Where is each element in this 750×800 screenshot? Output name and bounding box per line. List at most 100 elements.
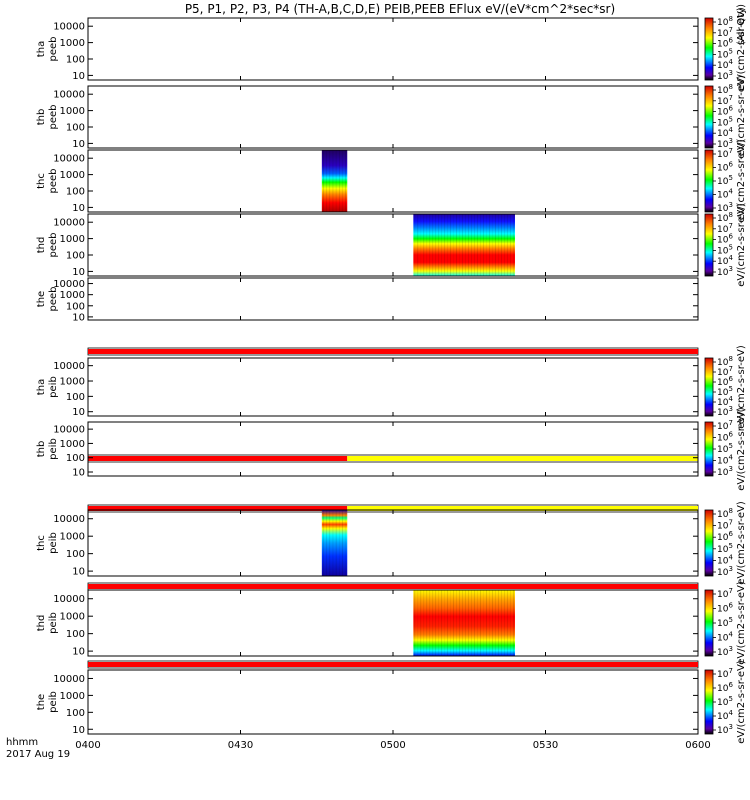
panel-label-product: peib <box>48 438 59 460</box>
colorbar-tick-label: 106 <box>717 375 733 388</box>
y-tick-label: 100 <box>66 392 85 403</box>
y-tick-label: 100 <box>66 549 85 560</box>
y-tick-label: 1000 <box>60 234 85 245</box>
colorbar-unit-label: eV/(cm2-s-sr-eV) <box>736 345 747 429</box>
colorbar-tick-label: 105 <box>717 385 733 398</box>
y-tick-label: 10 <box>72 267 85 278</box>
y-tick-label: 10000 <box>53 279 85 290</box>
colorbar-tick-label: 105 <box>717 115 733 128</box>
colorbar-unit-label: eV/(cm2-s-sr-eV) <box>736 7 747 91</box>
colorbar <box>704 421 714 477</box>
panel-label-product: peeb <box>48 169 59 194</box>
colorbar-tick-label: 104 <box>717 254 733 267</box>
colorbar-tick-label: 103 <box>717 645 733 658</box>
colorbar-tick-label: 103 <box>717 265 733 278</box>
colorbar-tick-label: 105 <box>717 442 733 455</box>
colorbar-tick-label: 105 <box>717 616 733 629</box>
colorbar-tick-label: 103 <box>717 565 733 578</box>
colorbar-tick-label: 105 <box>717 47 733 60</box>
y-tick-label: 10 <box>72 407 85 418</box>
x-tick-label: 0530 <box>533 740 558 751</box>
colorbar-tick-label: 107 <box>717 222 733 235</box>
colorbar-tick-label: 108 <box>717 211 733 224</box>
panel-frame <box>87 149 699 213</box>
x-tick-label: 0400 <box>75 740 100 751</box>
y-tick-label: 10 <box>72 312 85 323</box>
panel-label-probe: thc <box>36 535 47 551</box>
y-tick-label: 1000 <box>60 38 85 49</box>
panel-frame <box>87 17 699 81</box>
panel-label-product: peib <box>48 376 59 398</box>
colorbar-tick-label: 106 <box>717 105 733 118</box>
y-tick-label: 10 <box>72 647 85 658</box>
y-tick-label: 10000 <box>53 218 85 229</box>
colorbar-tick-label: 108 <box>717 355 733 368</box>
colorbar-tick-label: 103 <box>717 723 733 736</box>
colorbar-tick-label: 108 <box>717 83 733 96</box>
y-tick-label: 1000 <box>60 106 85 117</box>
y-tick-label: 10000 <box>53 514 85 525</box>
colorbar-unit-label: eV/(cm2-s-sr-eV) <box>736 203 747 287</box>
panel-frame <box>87 277 699 321</box>
colorbar-tick-label: 107 <box>717 667 733 680</box>
colorbar-tick-label: 106 <box>717 431 733 444</box>
y-tick-label: 10000 <box>53 425 85 436</box>
colorbar-unit-label: eV/(cm2-s-sr-eV) <box>736 139 747 223</box>
colorbar-tick-label: 106 <box>717 233 733 246</box>
panel-frame <box>87 85 699 149</box>
panel-frame <box>87 589 699 657</box>
spectrogram-block <box>413 590 515 656</box>
colorbar-tick-label: 105 <box>717 542 733 555</box>
y-tick-label: 100 <box>66 453 85 464</box>
spectrogram-block <box>321 510 348 576</box>
y-tick-label: 10 <box>72 725 85 736</box>
y-tick-label: 10000 <box>53 594 85 605</box>
colorbar-unit-label: eV/(cm2-s-sr-eV) <box>736 407 747 491</box>
panel-label-probe: thc <box>36 173 47 189</box>
colorbar-unit-label: eV/(cm2-s-sr-eV) <box>736 501 747 585</box>
colorbar-tick-label: 104 <box>717 553 733 566</box>
colorbar-tick-label: 107 <box>717 147 733 160</box>
x-tick-label: 0500 <box>380 740 405 751</box>
colorbar-tick-label: 107 <box>717 94 733 107</box>
colorbar-tick-label: 106 <box>717 530 733 543</box>
x-tick-label: 0430 <box>228 740 253 751</box>
colorbar-tick-label: 106 <box>717 681 733 694</box>
colorbar-tick-label: 106 <box>717 602 733 615</box>
panel-label-probe: thd <box>36 237 47 254</box>
y-tick-label: 100 <box>66 123 85 134</box>
y-tick-label: 10000 <box>53 361 85 372</box>
panel-label-probe: thd <box>36 615 47 632</box>
colorbar-tick-label: 104 <box>717 395 733 408</box>
y-tick-label: 100 <box>66 251 85 262</box>
colorbar <box>704 669 714 735</box>
y-tick-label: 10000 <box>53 674 85 685</box>
panel-label-product: peeb <box>48 233 59 258</box>
colorbar <box>704 213 714 277</box>
panel-frame <box>87 509 699 577</box>
colorbar-tick-label: 103 <box>717 405 733 418</box>
colorbar-unit-label: eV/(cm2-s-sr-eV) <box>736 581 747 665</box>
y-tick-label: 1000 <box>60 691 85 702</box>
y-tick-label: 10000 <box>53 22 85 33</box>
colorbar-tick-label: 103 <box>717 69 733 82</box>
panel-label-product: peib <box>48 612 59 634</box>
colorbar-tick-label: 107 <box>717 519 733 532</box>
y-tick-label: 1000 <box>60 439 85 450</box>
colorbar-tick-label: 108 <box>717 15 733 28</box>
y-tick-label: 1000 <box>60 612 85 623</box>
colorbar-tick-label: 106 <box>717 37 733 50</box>
flag-bar-segment <box>88 662 698 667</box>
colorbar <box>704 149 714 213</box>
panel-frame <box>87 421 699 477</box>
panel-label-product: peeb <box>48 105 59 130</box>
